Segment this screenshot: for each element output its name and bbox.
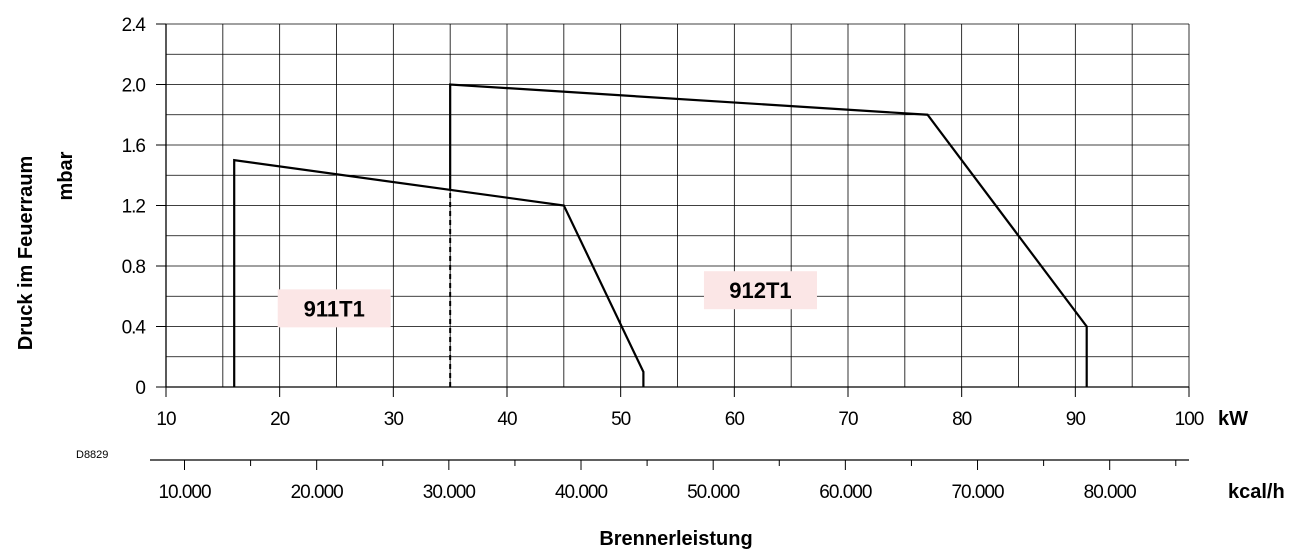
x2-tick-label: 40.000 <box>555 482 608 503</box>
x2-tick-label: 70.000 <box>951 482 1004 503</box>
series-line-912t1 <box>449 83 1088 387</box>
x-tick-label: 70 <box>838 409 858 430</box>
x-tick-label: 90 <box>1066 409 1086 430</box>
x-tick-label: 10 <box>156 409 176 430</box>
x2-tick-label: 50.000 <box>687 482 740 503</box>
axes <box>150 23 1190 470</box>
y-tick-label: 1.2 <box>122 197 146 218</box>
x-tick-label: 60 <box>725 409 745 430</box>
x-tick-label: 40 <box>497 409 517 430</box>
y-tick-label: 1.6 <box>122 136 146 157</box>
x2-tick-label: 30.000 <box>423 482 476 503</box>
y-axis-title-line2: mbar <box>55 151 77 200</box>
series-line-911t1 <box>233 158 645 387</box>
x-tick-label: 100 <box>1175 409 1204 430</box>
drawing-code: D8829 <box>76 449 108 461</box>
x-axis-unit-kw: kW <box>1218 408 1248 430</box>
x2-tick-label: 10.000 <box>158 482 211 503</box>
series-label-bg-911t1 <box>277 289 391 328</box>
grid <box>166 23 1190 387</box>
series-lines: 911T1 912T1 <box>233 83 1088 387</box>
y-tick-label: 0 <box>135 378 145 399</box>
y-tick-label: 2.0 <box>122 76 146 97</box>
x-tick-label: 30 <box>384 409 404 430</box>
series-label-911t1: 911T1 <box>304 296 365 321</box>
x2-tick-label: 60.000 <box>819 482 872 503</box>
y-tick-label: 2.4 <box>122 15 147 36</box>
x-axis-title: Brennerleistung <box>599 528 752 550</box>
x-tick-label: 80 <box>952 409 972 430</box>
series-label-bg-912t1 <box>703 271 817 310</box>
x2-tick-label: 20.000 <box>291 482 344 503</box>
y-axis-title-line1: Druck im Feuerraum <box>15 156 37 351</box>
x-tick-label: 50 <box>611 409 631 430</box>
y-tick-label: 0.4 <box>122 318 147 339</box>
tick-labels: 0 0.4 0.8 1.2 1.6 2.0 2.4 10 20 30 40 50 60 70 80 90 100… <box>122 15 1205 503</box>
series-label-912t1: 912T1 <box>729 278 791 303</box>
x-tick-label: 20 <box>270 409 290 430</box>
x2-tick-label: 80.000 <box>1084 482 1137 503</box>
x2-axis-unit-kcal: kcal/h <box>1228 481 1285 503</box>
y-tick-label: 0.8 <box>122 257 146 278</box>
